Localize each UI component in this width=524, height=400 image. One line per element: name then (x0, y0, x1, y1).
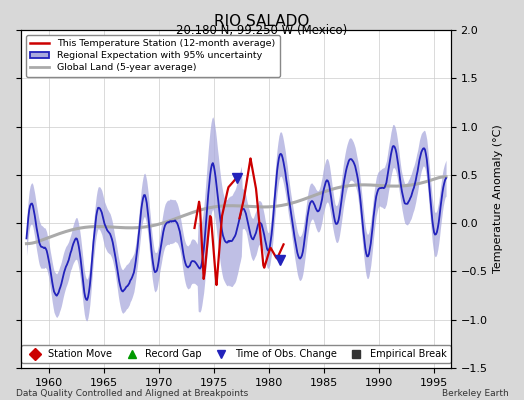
Text: 20.180 N, 99.250 W (Mexico): 20.180 N, 99.250 W (Mexico) (177, 24, 347, 37)
Text: Data Quality Controlled and Aligned at Breakpoints: Data Quality Controlled and Aligned at B… (16, 389, 248, 398)
Text: RIO SALADO: RIO SALADO (214, 14, 310, 29)
Text: Berkeley Earth: Berkeley Earth (442, 389, 508, 398)
Y-axis label: Temperature Anomaly (°C): Temperature Anomaly (°C) (493, 125, 503, 273)
Legend: Station Move, Record Gap, Time of Obs. Change, Empirical Break: Station Move, Record Gap, Time of Obs. C… (21, 345, 451, 363)
